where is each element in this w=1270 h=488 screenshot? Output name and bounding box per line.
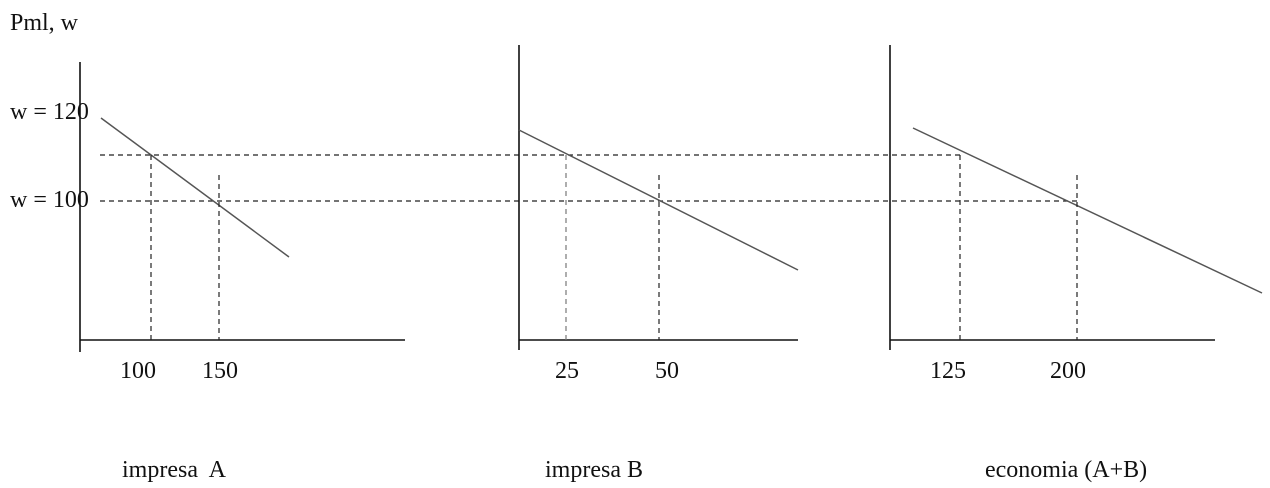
panel-a-title: impresa A [122,457,227,483]
panel-impresa-a: 100 150 impresa A [79,62,405,483]
panel-c-title: economia (A+B) [985,457,1147,483]
y-tick-label-w120: w = 120 [10,99,89,125]
panel-economia: 125 200 economia (A+B) [889,45,1263,483]
panel-c-x-tick-200: 200 [1050,358,1086,384]
y-axis-label: Pml, w [10,10,79,36]
panel-c-pml-curve [912,127,1263,294]
panel-a-x-tick-150: 150 [202,358,238,384]
panel-a-x-tick-100: 100 [120,358,156,384]
y-tick-label-w100: w = 100 [10,187,89,213]
panel-c-x-tick-125: 125 [930,358,966,384]
panel-b-x-tick-25: 25 [555,358,579,384]
panel-b-pml-curve [518,129,799,271]
panel-b-x-tick-50: 50 [655,358,679,384]
panel-impresa-b: 25 50 impresa B [518,45,799,483]
panel-a-pml-curve [100,117,290,258]
panel-b-title: impresa B [545,457,643,483]
